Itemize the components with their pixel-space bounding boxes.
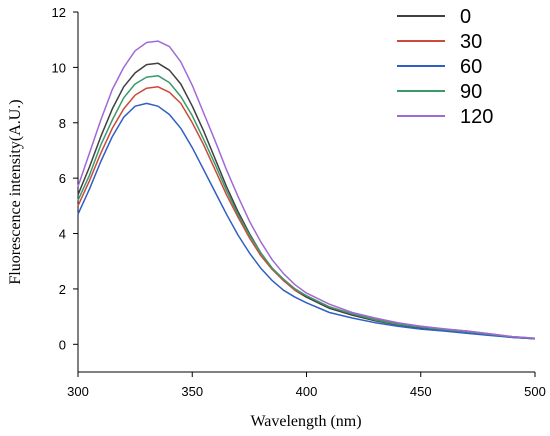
legend-label-0: 0 <box>460 6 471 28</box>
x-tick-label: 350 <box>181 384 203 399</box>
series-line-0 <box>77 62 536 340</box>
y-tick-label: 12 <box>52 5 66 20</box>
legend-label-90: 90 <box>460 81 482 103</box>
y-tick-label: 2 <box>59 282 66 297</box>
series-lines <box>77 40 536 340</box>
legend: 0 30 60 90 120 <box>397 6 493 128</box>
legend-label-60: 60 <box>460 56 482 78</box>
y-tick-label: 6 <box>59 171 66 186</box>
x-tick-label: 500 <box>524 384 546 399</box>
x-tick-label: 400 <box>296 384 318 399</box>
legend-label-30: 30 <box>460 31 482 53</box>
x-tick-label: 450 <box>410 384 432 399</box>
y-axis-title: Fluorescence intensity(A.U.) <box>7 99 24 284</box>
x-axis-title: Wavelength (nm) <box>250 413 361 430</box>
y-tick-label: 4 <box>59 227 66 242</box>
series-line-120 <box>77 40 536 339</box>
legend-label-120: 120 <box>460 106 493 128</box>
y-tick-label: 10 <box>52 60 66 75</box>
series-line-60 <box>77 102 536 340</box>
series-line-90 <box>77 74 536 340</box>
y-tick-label: 0 <box>59 337 66 352</box>
y-tick-label: 8 <box>59 116 66 131</box>
x-tick-label: 300 <box>67 384 89 399</box>
